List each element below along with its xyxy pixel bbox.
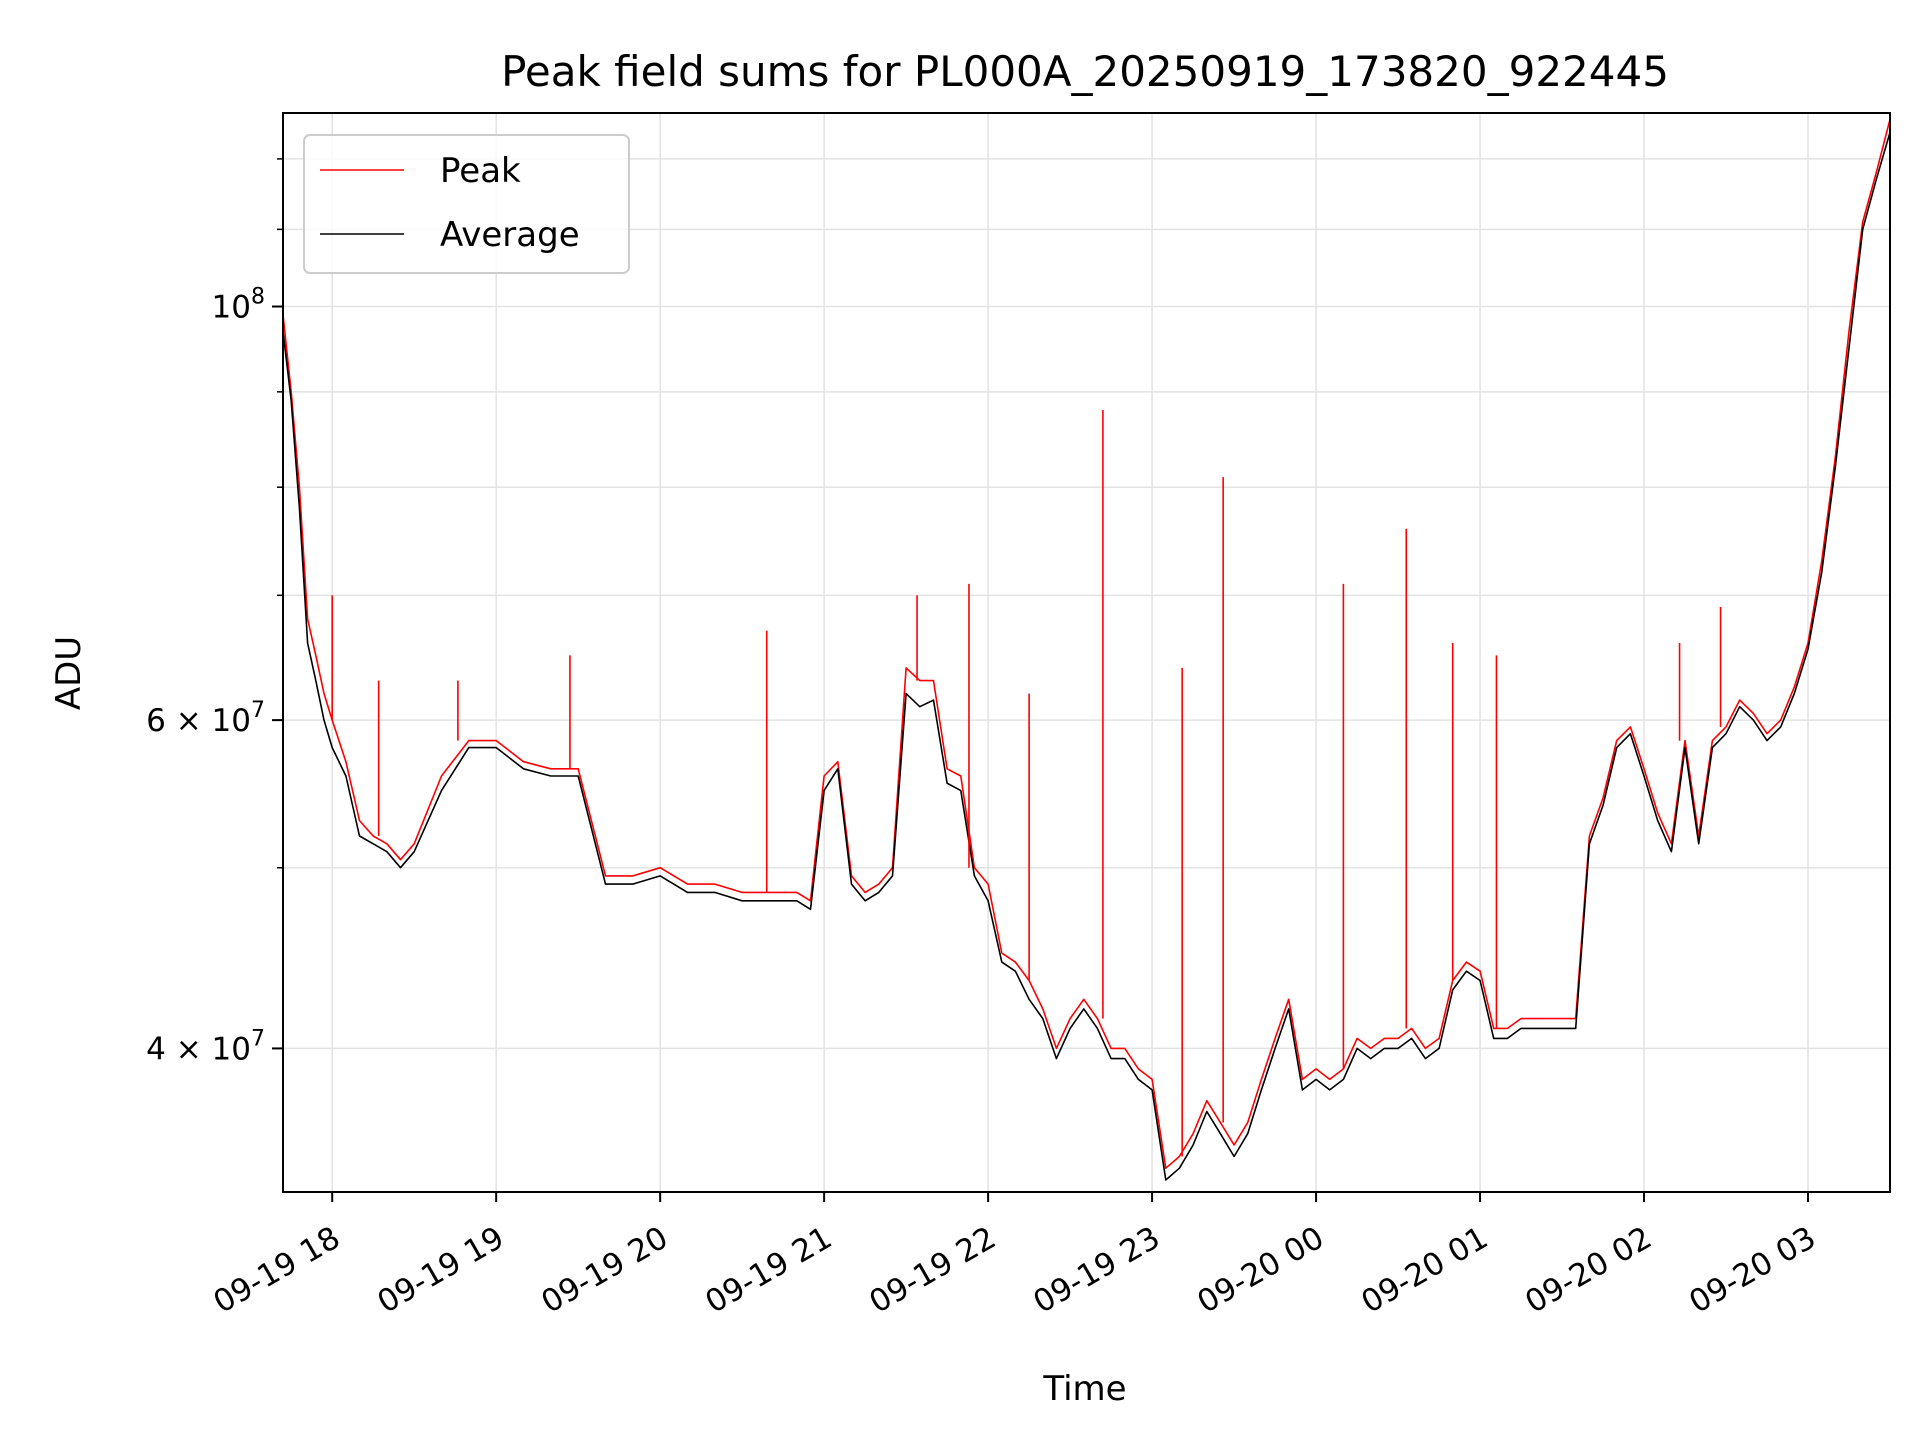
- plot-frame: [282, 112, 1891, 1193]
- y-tick-label: 108: [212, 285, 265, 326]
- legend-label-average: Average: [440, 215, 580, 255]
- grid: [283, 113, 1890, 1192]
- legend-label-peak: Peak: [440, 151, 521, 191]
- series-line-average: [283, 132, 1890, 1181]
- plot-series: [283, 119, 1890, 1181]
- y-axis-title: ADU: [49, 636, 89, 710]
- x-axis-title: Time: [1042, 1369, 1126, 1409]
- chart-title: Peak field sums for PL000A_20250919_1738…: [501, 47, 1669, 96]
- y-axis-ticks: 108 6 × 107 4 × 107: [146, 158, 283, 1067]
- series-line-peak: [283, 119, 1890, 1169]
- legend: Peak Average: [303, 134, 630, 274]
- y-tick-label: 6 × 107: [146, 698, 265, 739]
- y-tick-label: 4 × 107: [146, 1026, 265, 1067]
